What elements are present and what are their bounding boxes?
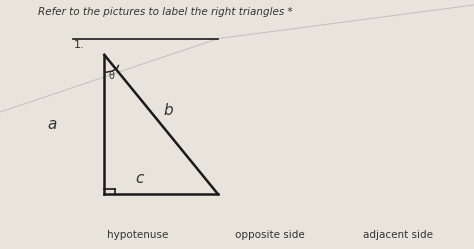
Text: Refer to the pictures to label the right triangles *: Refer to the pictures to label the right… — [38, 7, 292, 17]
Text: a: a — [47, 117, 57, 132]
Text: c: c — [136, 171, 144, 186]
Text: b: b — [164, 103, 173, 118]
Text: opposite side: opposite side — [235, 230, 305, 240]
Text: 1.: 1. — [73, 40, 84, 50]
Text: θ: θ — [109, 71, 115, 81]
Text: hypotenuse: hypotenuse — [107, 230, 168, 240]
Text: adjacent side: adjacent side — [363, 230, 433, 240]
